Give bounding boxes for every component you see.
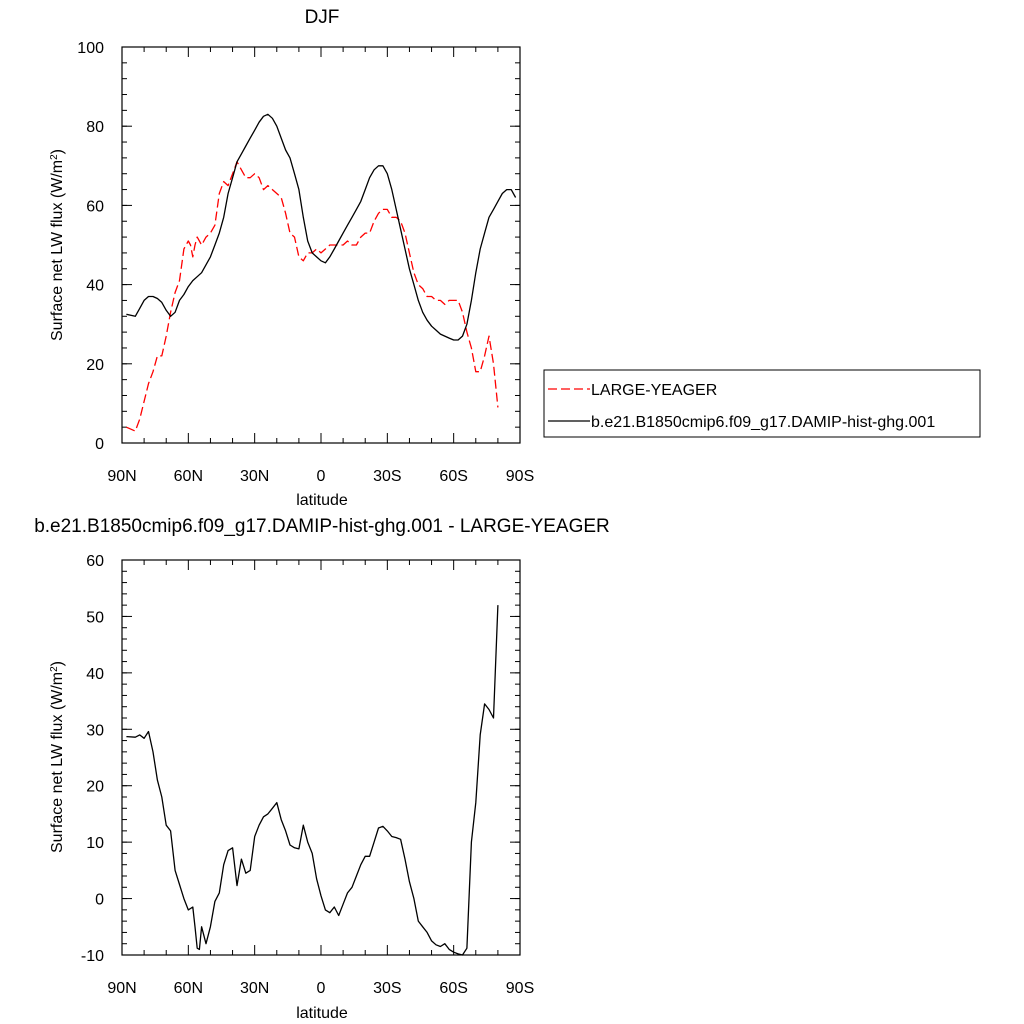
y-tick-label: 10	[86, 835, 104, 852]
legend: LARGE-YEAGER b.e21.B1850cmip6.f09_g17.DA…	[543, 369, 981, 438]
x-tick-label: 60S	[439, 468, 467, 485]
y-tick-label: 60	[86, 553, 104, 570]
x-tick-label: 90N	[107, 980, 136, 997]
plot-frame	[121, 46, 521, 444]
x-tick-label: 30S	[373, 980, 401, 997]
x-tick-label: 30N	[240, 980, 269, 997]
y-tick-label: 80	[86, 119, 104, 136]
x-axis-label: latitude	[296, 1005, 348, 1022]
chart-title: b.e21.B1850cmip6.f09_g17.DAMIP-hist-ghg.…	[34, 516, 610, 537]
y-tick-label: 100	[77, 40, 104, 57]
legend-label-large-yeager: LARGE-YEAGER	[591, 382, 717, 399]
x-tick-label: 0	[317, 468, 326, 485]
y-tick-label: 40	[86, 666, 104, 683]
x-tick-label: 30S	[373, 468, 401, 485]
legend-box	[543, 369, 981, 438]
series-line-b-e21-b1850cmip6-f09-g17-damip-hist-ghg-001	[126, 113, 517, 341]
x-tick-label: 90S	[506, 980, 534, 997]
y-tick-label: 50	[86, 609, 104, 626]
difference-chart-panel: b.e21.B1850cmip6.f09_g17.DAMIP-hist-ghg.…	[34, 516, 610, 1022]
chart-title: DJF	[305, 7, 340, 28]
x-axis-label: latitude	[296, 492, 348, 509]
y-tick-label: -10	[81, 948, 104, 965]
y-tick-label: 40	[86, 278, 104, 295]
y-tick-label: 0	[95, 892, 104, 909]
legend-label-damip: b.e21.B1850cmip6.f09_g17.DAMIP-hist-ghg.…	[591, 414, 935, 431]
y-tick-label: 60	[86, 198, 104, 215]
x-tick-label: 30N	[240, 468, 269, 485]
y-axis-label: Surface net LW flux (W/m2)	[49, 661, 67, 853]
y-tick-label: 30	[86, 722, 104, 739]
x-tick-label: 0	[317, 980, 326, 997]
x-tick-label: 60S	[439, 980, 467, 997]
series-line-difference	[126, 605, 499, 956]
y-axis-label: Surface net LW flux (W/m2)	[49, 149, 67, 341]
x-tick-label: 90S	[506, 468, 534, 485]
x-tick-label: 60N	[174, 468, 203, 485]
djf-chart-panel: DJF 90N 60N 30N 0 30S 60S 90S 0 20 40 60 80 100 lati…	[49, 7, 981, 509]
x-tick-label: 60N	[174, 980, 203, 997]
x-tick-label: 90N	[107, 468, 136, 485]
y-tick-label: 20	[86, 779, 104, 796]
y-tick-label: 20	[86, 357, 104, 374]
y-tick-label: 0	[95, 436, 104, 453]
